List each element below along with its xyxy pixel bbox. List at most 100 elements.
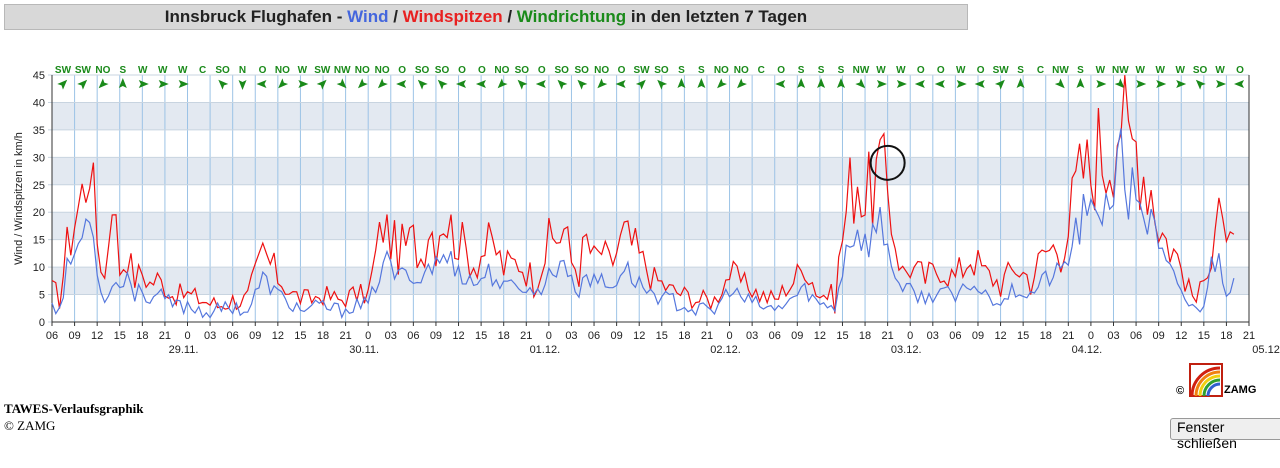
y-tick-label: 10: [33, 262, 45, 274]
arrow-head: [316, 79, 327, 90]
arrow-head: [98, 78, 109, 89]
svg-text:ZAMG: ZAMG: [1224, 384, 1256, 396]
x-tick-label: 06: [769, 330, 781, 342]
direction-arrow: [517, 79, 528, 90]
footer-title: TAWES-Verlaufsgraphik: [4, 401, 144, 416]
direction-label: SW: [314, 65, 331, 76]
direction-arrow: [1114, 78, 1125, 89]
direction-label: NO: [594, 65, 609, 76]
arrow-head: [817, 78, 826, 88]
direction-label: SO: [515, 65, 530, 76]
direction-label: O: [478, 65, 486, 76]
direction-arrow: [1136, 80, 1147, 88]
y-band: [52, 102, 1249, 130]
direction-arrow: [1076, 78, 1085, 88]
direction-label: O: [458, 65, 466, 76]
direction-arrow: [278, 78, 289, 89]
x-tick-label: 18: [1220, 330, 1232, 342]
direction-labels: SW SW NO S W W W C SO N O NO W SW NW NO NO O SO SO O O NO SO O SO…: [55, 65, 1244, 76]
x-tick-label: 15: [656, 330, 668, 342]
x-tick-label: 09: [610, 330, 622, 342]
direction-label: SO: [215, 65, 230, 76]
direction-label: W: [298, 65, 308, 76]
arrow-head: [577, 79, 588, 90]
arrow-head: [737, 78, 747, 89]
direction-arrow: [1156, 80, 1167, 88]
arrow-head: [974, 80, 985, 88]
x-tick-label: 03: [927, 330, 939, 342]
arrow-head: [77, 79, 88, 90]
direction-arrow: [298, 80, 309, 88]
direction-label: NO: [714, 65, 729, 76]
x-tick-label: 18: [498, 330, 510, 342]
x-tick-label: 15: [114, 330, 126, 342]
direction-label: S: [838, 65, 845, 76]
direction-label: W: [1175, 65, 1185, 76]
arrow-head: [717, 78, 727, 89]
x-tick-label: 21: [882, 330, 894, 342]
direction-label: W: [178, 65, 188, 76]
x-tick-label: 06: [407, 330, 419, 342]
arrow-head: [1016, 78, 1025, 88]
arrow-head: [138, 80, 149, 88]
arrow-head: [934, 80, 945, 88]
x-tick-label: 12: [633, 330, 645, 342]
direction-arrow: [535, 80, 546, 88]
arrow-head: [994, 79, 1005, 90]
y-tick-label: 5: [39, 290, 45, 302]
direction-label: NO: [494, 65, 509, 76]
direction-label: W: [1155, 65, 1165, 76]
x-tick-label: 03: [204, 330, 216, 342]
x-tick-label: 03: [1107, 330, 1119, 342]
arrow-head: [896, 80, 907, 88]
direction-label: NW: [334, 65, 351, 76]
x-date-label: 01.12.: [530, 344, 561, 356]
arrow-head: [697, 78, 706, 88]
direction-label: W: [876, 65, 886, 76]
y-tick-label: 25: [33, 180, 45, 192]
direction-label: NO: [275, 65, 290, 76]
arrow-head: [1195, 79, 1206, 90]
direction-label: W: [158, 65, 168, 76]
x-date-label: 30.11.: [349, 344, 379, 356]
arrow-head: [1216, 80, 1227, 88]
x-tick-label: 12: [452, 330, 464, 342]
direction-label: O: [937, 65, 945, 76]
arrow-head: [517, 79, 528, 90]
direction-arrow: [855, 78, 866, 89]
direction-arrow: [914, 80, 925, 88]
x-tick-label: 12: [994, 330, 1006, 342]
x-tick-label: 15: [1017, 330, 1029, 342]
direction-label: S: [1017, 65, 1024, 76]
direction-arrow: [974, 80, 985, 88]
y-band: [52, 212, 1249, 240]
title-station: Innsbruck Flughafen: [164, 7, 332, 26]
direction-label: SO: [1193, 65, 1208, 76]
direction-label: SW: [75, 65, 92, 76]
direction-arrow: [635, 79, 646, 90]
y-tick-label: 20: [33, 207, 45, 219]
direction-label: W: [138, 65, 148, 76]
arrow-head: [437, 79, 448, 90]
direction-label: NW: [853, 65, 870, 76]
direction-arrow: [417, 79, 428, 90]
x-tick-label: 21: [701, 330, 713, 342]
arrow-head: [1096, 80, 1107, 88]
direction-arrow: [837, 78, 846, 88]
x-tick-label: 03: [565, 330, 577, 342]
direction-label: O: [977, 65, 985, 76]
x-tick-label: 12: [1175, 330, 1187, 342]
title-gusts: Windspitzen: [402, 7, 503, 26]
close-window-button[interactable]: Fenster schließen: [1170, 418, 1280, 451]
direction-label: C: [758, 65, 765, 76]
direction-label: W: [1136, 65, 1146, 76]
direction-label: SO: [554, 65, 569, 76]
arrow-head: [535, 80, 546, 88]
direction-arrow: [956, 80, 967, 88]
x-tick-label: 06: [227, 330, 239, 342]
direction-label: W: [1215, 65, 1225, 76]
title-suffix: in den letzten 7 Tagen: [626, 7, 808, 26]
series-wind: [51, 128, 1235, 320]
x-tick-label: 15: [1198, 330, 1210, 342]
direction-label: O: [618, 65, 626, 76]
